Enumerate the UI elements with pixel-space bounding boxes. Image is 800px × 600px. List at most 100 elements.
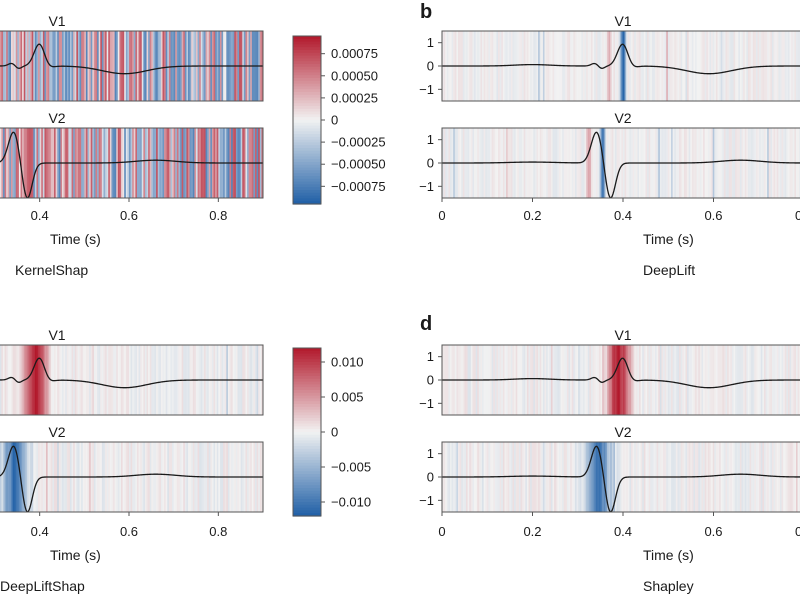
attribution-column <box>719 128 722 198</box>
attribution-column <box>690 345 693 415</box>
colorbar-cell <box>293 502 321 506</box>
attribution-column <box>515 31 518 101</box>
attribution-column <box>616 442 619 512</box>
attribution-column <box>135 345 138 415</box>
attribution-column <box>162 31 165 101</box>
attribution-column <box>755 442 759 512</box>
attribution-column <box>717 442 720 512</box>
colorbar-cell <box>293 412 321 416</box>
attribution-column <box>663 345 666 415</box>
attribution-column <box>747 128 751 198</box>
colorbar-cell <box>293 69 321 73</box>
colorbar-tick-label: 0.00025 <box>331 90 378 105</box>
attribution-column <box>141 345 144 415</box>
attribution-column <box>611 442 614 512</box>
attribution-column <box>720 128 723 198</box>
attribution-column <box>154 345 157 415</box>
attribution-column <box>141 128 144 198</box>
attribution-column <box>582 128 586 198</box>
attribution-column <box>531 128 534 198</box>
attribution-column <box>144 442 148 512</box>
attribution-column <box>23 128 26 198</box>
attribution-column <box>183 128 186 198</box>
attribution-column <box>541 442 544 512</box>
attribution-column <box>616 128 619 198</box>
attribution-column <box>17 345 20 415</box>
attribution-column <box>124 31 127 101</box>
colorbar-cell <box>293 404 321 408</box>
attribution-column <box>523 442 526 512</box>
colorbar-cell <box>293 446 321 450</box>
attribution-column <box>512 128 515 198</box>
attribution-column <box>9 31 12 101</box>
attribution-column <box>36 442 39 512</box>
colorbar-cell <box>293 36 321 40</box>
attribution-column <box>138 442 141 512</box>
x-tick-label: 0.6 <box>704 208 722 223</box>
strip-content <box>0 345 263 415</box>
attribution-column <box>100 31 103 101</box>
x-tick-label: 0.6 <box>120 524 138 539</box>
attribution-column <box>722 31 725 101</box>
x-tick-label: 0.8 <box>795 208 800 223</box>
attribution-column <box>22 442 25 512</box>
attribution-column <box>85 345 89 415</box>
colorbar-cell <box>293 89 321 93</box>
attribution-column <box>154 442 157 512</box>
attribution-column <box>602 345 605 415</box>
attribution-column <box>592 128 595 198</box>
attribution-column <box>659 31 663 101</box>
attribution-column <box>125 128 129 198</box>
attribution-column <box>739 128 743 198</box>
attribution-column <box>114 31 117 101</box>
attribution-column <box>121 345 124 415</box>
attribution-column <box>23 442 26 512</box>
attribution-column <box>15 345 18 415</box>
attribution-column <box>74 31 77 101</box>
attribution-column <box>151 128 154 198</box>
colorbar-cell <box>293 100 321 104</box>
attribution-column <box>542 442 546 512</box>
attribution-column <box>167 345 170 415</box>
attribution-column <box>175 128 178 198</box>
ecg-trace <box>442 445 800 512</box>
attribution-column <box>162 442 165 512</box>
attribution-column <box>149 345 152 415</box>
attribution-column <box>709 345 712 415</box>
colorbar-cell <box>293 142 321 146</box>
attribution-column <box>186 442 189 512</box>
colorbar-cell <box>293 376 321 380</box>
attribution-column <box>109 31 113 101</box>
attribution-column <box>770 442 773 512</box>
attribution-column <box>741 442 744 512</box>
attribution-column <box>759 128 762 198</box>
attribution-column <box>747 31 751 101</box>
attribution-column <box>619 31 622 101</box>
attribution-column <box>1 442 4 512</box>
attribution-column <box>89 345 92 415</box>
attribution-column <box>731 442 735 512</box>
attribution-column <box>608 128 611 198</box>
attribution-column <box>530 345 533 415</box>
colorbar-cell <box>293 92 321 96</box>
lead-title: V1 <box>614 327 631 343</box>
attribution-column <box>707 345 711 415</box>
attribution-column <box>33 31 36 101</box>
colorbar: −0.00075 −0.00050 −0.00025 0 0.00025 0.00050 0… <box>292 35 386 205</box>
attribution-column <box>122 31 125 101</box>
attribution-column <box>749 442 752 512</box>
attribution-column <box>679 31 682 101</box>
attribution-column <box>146 128 149 198</box>
attribution-column <box>162 128 165 198</box>
attribution-column <box>719 442 722 512</box>
x-tick-label: 0.4 <box>614 208 632 223</box>
colorbar-cell <box>293 474 321 478</box>
attribution-column <box>138 31 141 101</box>
attribution-column <box>752 345 755 415</box>
attribution-column <box>538 128 541 198</box>
attribution-column <box>693 345 696 415</box>
attribution-column <box>696 345 699 415</box>
attribution-column <box>170 128 173 198</box>
attribution-column <box>667 345 671 415</box>
